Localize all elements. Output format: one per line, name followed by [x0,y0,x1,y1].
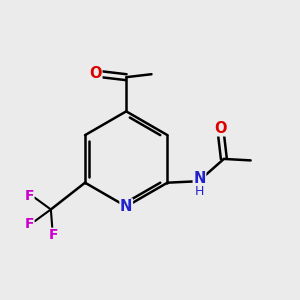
Text: O: O [215,121,227,136]
Text: H: H [195,185,204,198]
Text: F: F [49,228,58,242]
Text: F: F [24,189,34,203]
Text: F: F [24,217,34,231]
Text: O: O [89,66,102,81]
Text: N: N [193,171,206,186]
Text: N: N [120,199,132,214]
